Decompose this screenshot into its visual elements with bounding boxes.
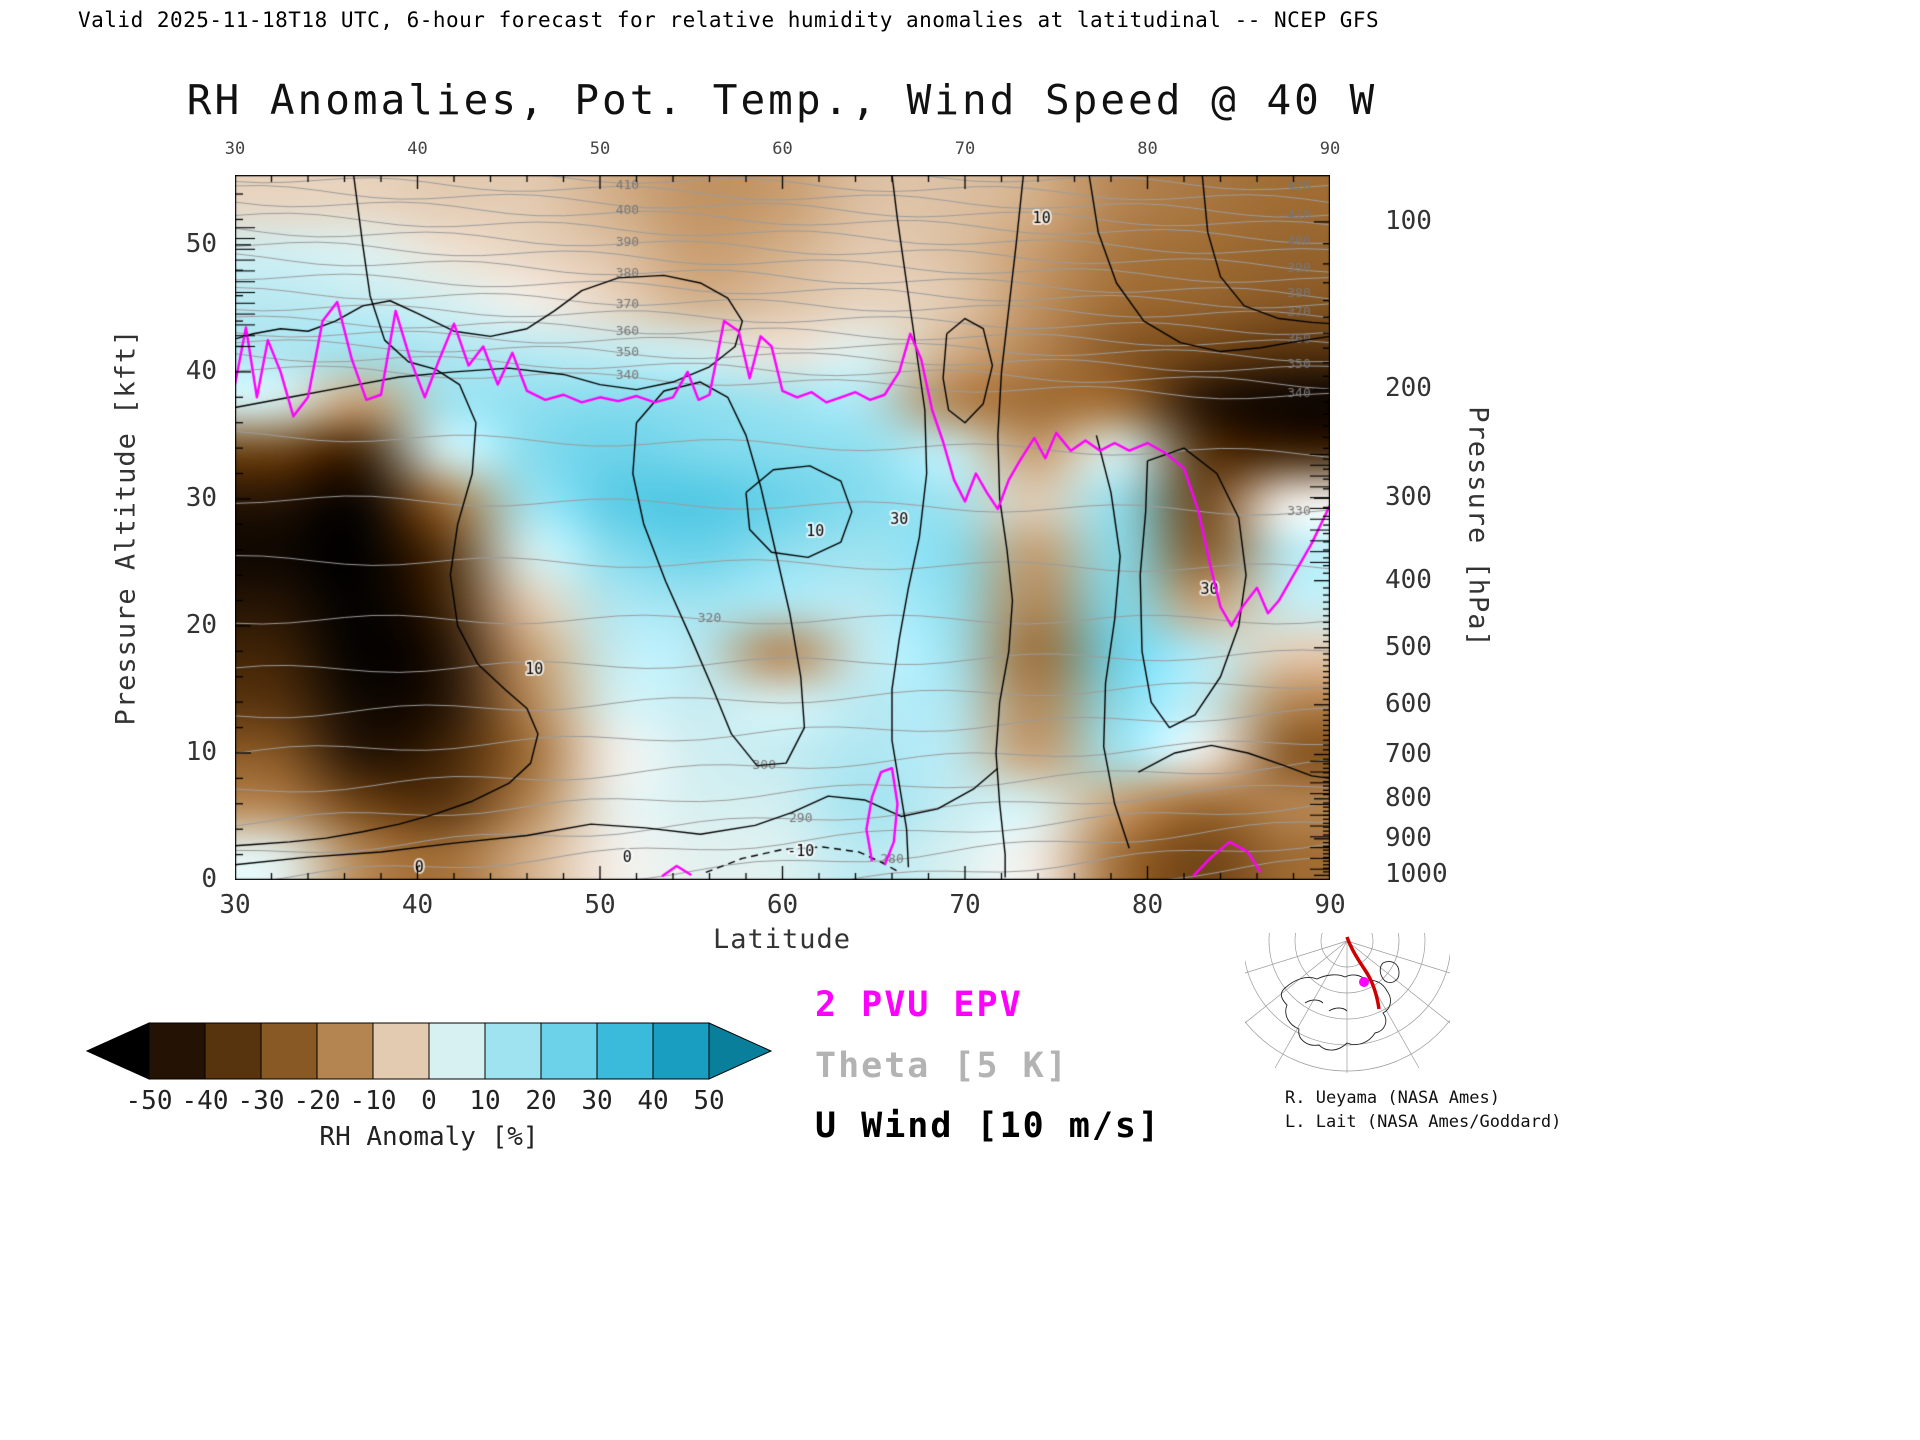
x-tick-label: 50 <box>584 890 616 920</box>
x-top-tick-label: 80 <box>1137 139 1158 159</box>
y-right-tick-label: 900 <box>1385 822 1432 853</box>
valid-time-line: Valid 2025-11-18T18 UTC, 6-hour forecast… <box>78 8 1380 32</box>
x-top-tick-label: 90 <box>1319 139 1341 159</box>
map-inset <box>1216 810 1478 1073</box>
y-left-tick-label: 20 <box>185 609 217 640</box>
y-left-axis-title: Pressure Altitude [kft] <box>110 328 142 726</box>
credit-line-1: R. Ueyama (NASA Ames) <box>1285 1088 1500 1108</box>
colorbar-swatches <box>85 1022 773 1080</box>
colorbar-left-arrow <box>85 1022 150 1080</box>
colorbar-segment <box>428 1022 486 1080</box>
observation-point <box>1359 977 1369 987</box>
x-tick-label: 90 <box>1314 890 1346 920</box>
colorbar-right-arrow <box>708 1022 773 1080</box>
colorbar-segment <box>372 1022 430 1080</box>
colorbar-segment <box>204 1022 262 1080</box>
colorbar <box>85 1022 773 1084</box>
legend-item-theta: Theta [5 K] <box>815 1046 1069 1086</box>
y-right-tick-label: 500 <box>1385 631 1432 662</box>
y-right-tick-label: 600 <box>1385 688 1432 719</box>
y-right-tick-label: 400 <box>1385 564 1432 595</box>
x-tick-label: 30 <box>219 890 251 920</box>
colorbar-segment <box>540 1022 598 1080</box>
colorbar-segment <box>260 1022 318 1080</box>
colorbar-caption: RH Anomaly [%] <box>319 1122 539 1152</box>
flight-track <box>1345 936 1381 1010</box>
colorbar-segment <box>148 1022 206 1080</box>
legend-item-epv: 2 PVU EPV <box>815 985 1023 1025</box>
y-right-tick-label: 800 <box>1385 782 1432 813</box>
y-right-axis-title: Pressure [hPa] <box>1462 406 1494 648</box>
x-tick-label: 80 <box>1131 890 1164 920</box>
y-right-tick-label: 700 <box>1385 738 1432 769</box>
cross-section-plot <box>235 175 1330 880</box>
x-axis-title: Latitude <box>712 924 852 955</box>
y-right-tick-label: 300 <box>1385 482 1432 513</box>
x-tick-label: 70 <box>949 890 981 920</box>
colorbar-tick-label: -20 <box>293 1086 341 1116</box>
colorbar-tick-label: -40 <box>181 1086 229 1116</box>
x-tick-label: 60 <box>766 890 799 920</box>
y-left-tick-label: 40 <box>185 355 217 386</box>
colorbar-tick-label: 30 <box>581 1086 613 1116</box>
credit-line-2: L. Lait (NASA Ames/Goddard) <box>1285 1112 1562 1132</box>
colorbar-tick-label: 10 <box>469 1086 501 1116</box>
colorbar-tick-label: -50 <box>125 1086 173 1116</box>
colorbar-tick-label: -30 <box>237 1086 285 1116</box>
x-top-tick-label: 70 <box>954 139 976 159</box>
map-graticule <box>1216 810 1478 1073</box>
x-top-tick-label: 50 <box>589 139 611 159</box>
colorbar-tick-label: 50 <box>693 1086 725 1116</box>
x-top-tick-label: 60 <box>772 139 793 159</box>
colorbar-segment <box>652 1022 710 1080</box>
colorbar-tick-label: 40 <box>637 1086 669 1116</box>
map-coastlines <box>1280 961 1400 1051</box>
colorbar-tick-label: 0 <box>421 1086 437 1116</box>
y-left-tick-label: 10 <box>185 736 217 767</box>
page-title: RH Anomalies, Pot. Temp., Wind Speed @ 4… <box>186 76 1378 124</box>
y-right-tick-label: 200 <box>1385 373 1432 404</box>
x-top-tick-label: 30 <box>224 139 246 159</box>
legend-item-uwind: U Wind [10 m/s] <box>815 1106 1162 1146</box>
colorbar-segment <box>484 1022 542 1080</box>
colorbar-segment <box>596 1022 654 1080</box>
y-left-tick-label: 50 <box>185 228 217 259</box>
x-tick-label: 40 <box>401 890 434 920</box>
y-right-tick-label: 1000 <box>1385 859 1448 890</box>
x-top-tick-label: 40 <box>407 139 428 159</box>
y-left-tick-label: 0 <box>201 864 217 894</box>
y-right-tick-label: 100 <box>1385 205 1432 236</box>
colorbar-segment <box>316 1022 374 1080</box>
y-left-tick-label: 30 <box>185 482 217 513</box>
colorbar-tick-label: -10 <box>349 1086 397 1116</box>
colorbar-tick-label: 20 <box>525 1086 557 1116</box>
rh-anomaly-heatmap-canvas <box>235 175 1330 880</box>
